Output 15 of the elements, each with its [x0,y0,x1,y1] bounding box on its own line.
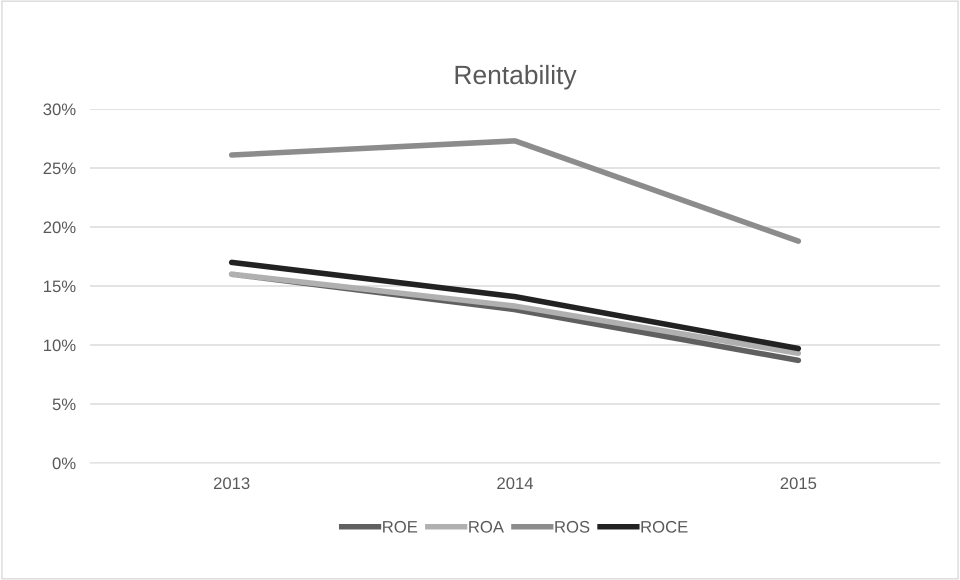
y-tick-label: 5% [52,398,76,410]
chart-title: Rentability [456,64,577,90]
x-tick-label: 2014 [497,477,534,490]
y-tick-label: 25% [44,162,76,174]
y-tick-label: 0% [52,457,76,470]
legend-label: ROCE [641,520,688,533]
y-tick-label: 10% [44,339,76,352]
x-tick-label: 2015 [780,477,816,490]
legend-label: ROE [383,520,418,533]
legend-label: ROS [555,520,590,533]
legend-label: ROA [469,520,504,533]
x-tick-label: 2013 [214,477,250,490]
y-tick-label: 15% [44,280,76,292]
y-tick-label: 20% [44,221,76,234]
y-tick-label: 30% [43,103,76,116]
